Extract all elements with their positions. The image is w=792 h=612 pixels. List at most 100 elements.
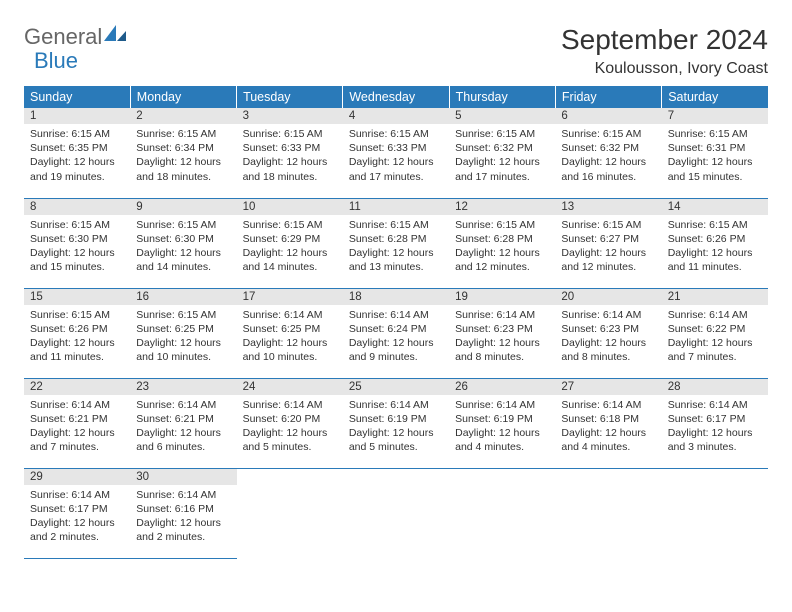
day-details: Sunrise: 6:14 AMSunset: 6:25 PMDaylight:… (237, 305, 343, 369)
calendar-week-row: 1Sunrise: 6:15 AMSunset: 6:35 PMDaylight… (24, 108, 768, 198)
logo: General (24, 24, 126, 50)
logo-text-blue: Blue (34, 48, 78, 74)
calendar-day-cell: 11Sunrise: 6:15 AMSunset: 6:28 PMDayligh… (343, 198, 449, 288)
calendar-day-cell: 29Sunrise: 6:14 AMSunset: 6:17 PMDayligh… (24, 468, 130, 558)
day-details: Sunrise: 6:14 AMSunset: 6:24 PMDaylight:… (343, 305, 449, 369)
location: Koulousson, Ivory Coast (561, 60, 768, 78)
weekday-header: Tuesday (237, 86, 343, 108)
day-number: 3 (237, 108, 343, 124)
day-number: 14 (662, 199, 768, 215)
calendar-day-cell: 28Sunrise: 6:14 AMSunset: 6:17 PMDayligh… (662, 378, 768, 468)
day-number: 9 (130, 199, 236, 215)
day-number: 5 (449, 108, 555, 124)
calendar-day-cell: 9Sunrise: 6:15 AMSunset: 6:30 PMDaylight… (130, 198, 236, 288)
day-number: 8 (24, 199, 130, 215)
day-details: Sunrise: 6:14 AMSunset: 6:21 PMDaylight:… (130, 395, 236, 459)
day-details: Sunrise: 6:14 AMSunset: 6:19 PMDaylight:… (449, 395, 555, 459)
day-number: 11 (343, 199, 449, 215)
day-number: 17 (237, 289, 343, 305)
calendar-day-cell: 7Sunrise: 6:15 AMSunset: 6:31 PMDaylight… (662, 108, 768, 198)
calendar-day-cell: 18Sunrise: 6:14 AMSunset: 6:24 PMDayligh… (343, 288, 449, 378)
calendar-week-row: 8Sunrise: 6:15 AMSunset: 6:30 PMDaylight… (24, 198, 768, 288)
day-number: 18 (343, 289, 449, 305)
day-details: Sunrise: 6:15 AMSunset: 6:32 PMDaylight:… (449, 124, 555, 188)
day-details: Sunrise: 6:14 AMSunset: 6:23 PMDaylight:… (555, 305, 661, 369)
calendar-day-cell (343, 468, 449, 558)
day-details: Sunrise: 6:15 AMSunset: 6:33 PMDaylight:… (237, 124, 343, 188)
day-details: Sunrise: 6:15 AMSunset: 6:30 PMDaylight:… (130, 215, 236, 279)
day-number: 28 (662, 379, 768, 395)
day-details: Sunrise: 6:15 AMSunset: 6:33 PMDaylight:… (343, 124, 449, 188)
day-number: 24 (237, 379, 343, 395)
calendar-day-cell: 22Sunrise: 6:14 AMSunset: 6:21 PMDayligh… (24, 378, 130, 468)
logo-sail-icon (104, 25, 126, 41)
calendar-day-cell: 15Sunrise: 6:15 AMSunset: 6:26 PMDayligh… (24, 288, 130, 378)
day-details: Sunrise: 6:15 AMSunset: 6:25 PMDaylight:… (130, 305, 236, 369)
day-number: 13 (555, 199, 661, 215)
calendar-day-cell (662, 468, 768, 558)
day-details: Sunrise: 6:15 AMSunset: 6:26 PMDaylight:… (24, 305, 130, 369)
weekday-header: Monday (130, 86, 236, 108)
day-number: 26 (449, 379, 555, 395)
weekday-header: Thursday (449, 86, 555, 108)
calendar-day-cell: 3Sunrise: 6:15 AMSunset: 6:33 PMDaylight… (237, 108, 343, 198)
day-details: Sunrise: 6:14 AMSunset: 6:23 PMDaylight:… (449, 305, 555, 369)
day-details: Sunrise: 6:15 AMSunset: 6:29 PMDaylight:… (237, 215, 343, 279)
day-details: Sunrise: 6:15 AMSunset: 6:30 PMDaylight:… (24, 215, 130, 279)
day-details: Sunrise: 6:14 AMSunset: 6:20 PMDaylight:… (237, 395, 343, 459)
weekday-header: Saturday (662, 86, 768, 108)
day-details: Sunrise: 6:15 AMSunset: 6:32 PMDaylight:… (555, 124, 661, 188)
day-number: 19 (449, 289, 555, 305)
calendar-day-cell: 5Sunrise: 6:15 AMSunset: 6:32 PMDaylight… (449, 108, 555, 198)
day-number: 22 (24, 379, 130, 395)
calendar-day-cell (449, 468, 555, 558)
day-number: 23 (130, 379, 236, 395)
day-details: Sunrise: 6:15 AMSunset: 6:31 PMDaylight:… (662, 124, 768, 188)
day-details: Sunrise: 6:15 AMSunset: 6:28 PMDaylight:… (449, 215, 555, 279)
weekday-header: Friday (555, 86, 661, 108)
title-block: September 2024 Koulousson, Ivory Coast (561, 24, 768, 78)
calendar-week-row: 29Sunrise: 6:14 AMSunset: 6:17 PMDayligh… (24, 468, 768, 558)
calendar-day-cell: 26Sunrise: 6:14 AMSunset: 6:19 PMDayligh… (449, 378, 555, 468)
calendar-day-cell: 6Sunrise: 6:15 AMSunset: 6:32 PMDaylight… (555, 108, 661, 198)
day-number: 6 (555, 108, 661, 124)
calendar-header-row: SundayMondayTuesdayWednesdayThursdayFrid… (24, 86, 768, 108)
day-number: 27 (555, 379, 661, 395)
calendar-day-cell: 10Sunrise: 6:15 AMSunset: 6:29 PMDayligh… (237, 198, 343, 288)
header: General September 2024 Koulousson, Ivory… (24, 24, 768, 78)
day-number: 15 (24, 289, 130, 305)
calendar-day-cell: 20Sunrise: 6:14 AMSunset: 6:23 PMDayligh… (555, 288, 661, 378)
day-number: 12 (449, 199, 555, 215)
calendar-day-cell: 4Sunrise: 6:15 AMSunset: 6:33 PMDaylight… (343, 108, 449, 198)
calendar-day-cell: 1Sunrise: 6:15 AMSunset: 6:35 PMDaylight… (24, 108, 130, 198)
weekday-header: Wednesday (343, 86, 449, 108)
day-details: Sunrise: 6:15 AMSunset: 6:27 PMDaylight:… (555, 215, 661, 279)
day-number: 7 (662, 108, 768, 124)
day-details: Sunrise: 6:15 AMSunset: 6:26 PMDaylight:… (662, 215, 768, 279)
calendar-day-cell: 21Sunrise: 6:14 AMSunset: 6:22 PMDayligh… (662, 288, 768, 378)
day-details: Sunrise: 6:15 AMSunset: 6:34 PMDaylight:… (130, 124, 236, 188)
day-number: 30 (130, 469, 236, 485)
day-number: 1 (24, 108, 130, 124)
calendar-day-cell: 2Sunrise: 6:15 AMSunset: 6:34 PMDaylight… (130, 108, 236, 198)
calendar-day-cell: 24Sunrise: 6:14 AMSunset: 6:20 PMDayligh… (237, 378, 343, 468)
page-title: September 2024 (561, 24, 768, 56)
calendar-day-cell (555, 468, 661, 558)
calendar-day-cell: 8Sunrise: 6:15 AMSunset: 6:30 PMDaylight… (24, 198, 130, 288)
day-details: Sunrise: 6:14 AMSunset: 6:17 PMDaylight:… (662, 395, 768, 459)
day-number: 10 (237, 199, 343, 215)
calendar-week-row: 22Sunrise: 6:14 AMSunset: 6:21 PMDayligh… (24, 378, 768, 468)
day-details: Sunrise: 6:15 AMSunset: 6:28 PMDaylight:… (343, 215, 449, 279)
calendar-day-cell: 27Sunrise: 6:14 AMSunset: 6:18 PMDayligh… (555, 378, 661, 468)
day-number: 4 (343, 108, 449, 124)
day-number: 16 (130, 289, 236, 305)
calendar-week-row: 15Sunrise: 6:15 AMSunset: 6:26 PMDayligh… (24, 288, 768, 378)
day-details: Sunrise: 6:14 AMSunset: 6:18 PMDaylight:… (555, 395, 661, 459)
calendar-day-cell: 12Sunrise: 6:15 AMSunset: 6:28 PMDayligh… (449, 198, 555, 288)
day-number: 20 (555, 289, 661, 305)
day-number: 2 (130, 108, 236, 124)
day-number: 25 (343, 379, 449, 395)
weekday-header: Sunday (24, 86, 130, 108)
calendar-day-cell: 30Sunrise: 6:14 AMSunset: 6:16 PMDayligh… (130, 468, 236, 558)
calendar-day-cell (237, 468, 343, 558)
